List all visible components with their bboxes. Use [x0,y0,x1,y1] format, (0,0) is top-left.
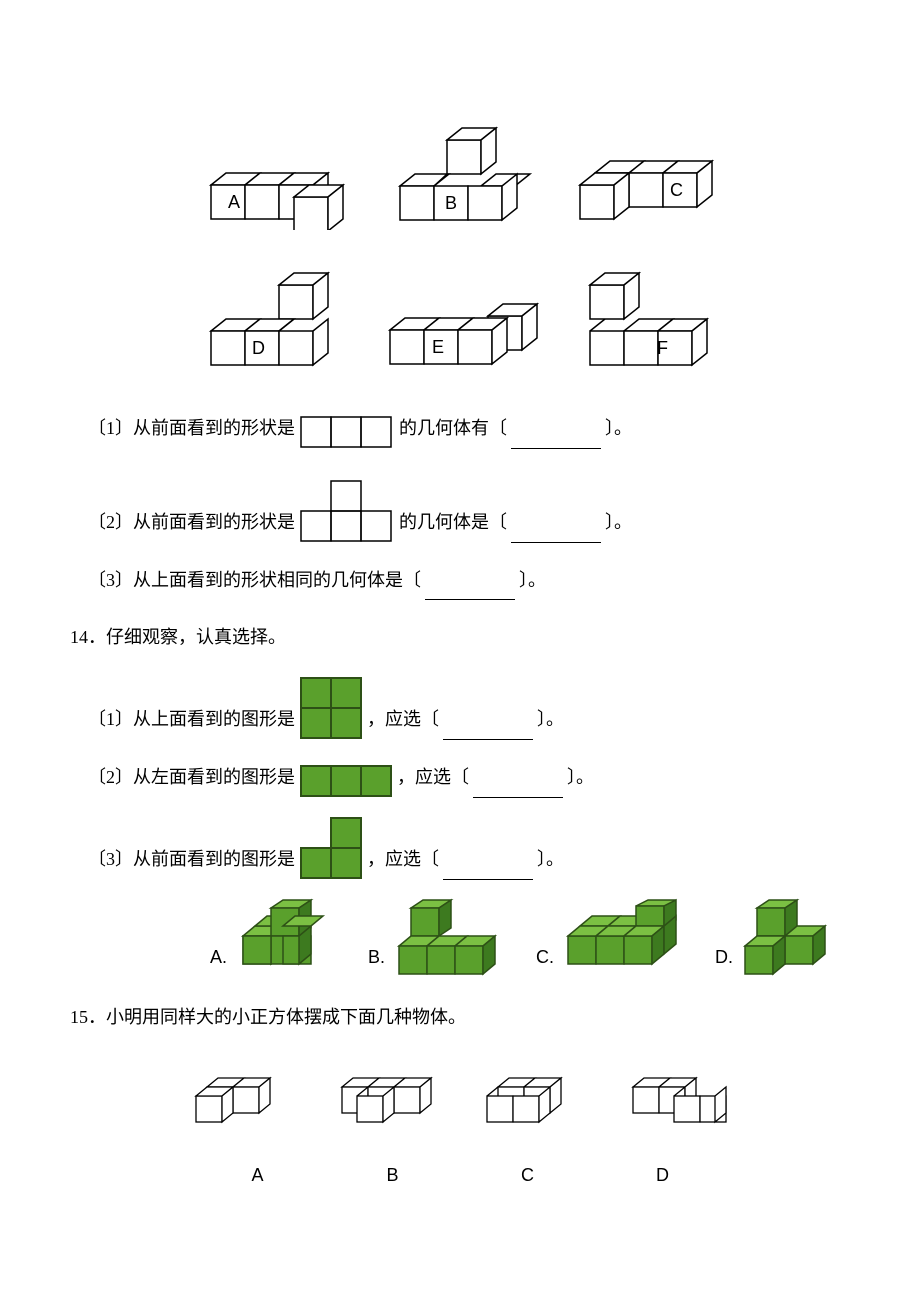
q15-B [330,1067,440,1127]
q15-A [189,1067,289,1127]
label-B: B [445,193,457,213]
blank[interactable] [473,777,563,798]
q13-2-postb: 〕。 [605,503,632,543]
blank[interactable] [443,859,533,880]
q14-3: 〔3〕从前面看到的图形是 ，应选〔 〕。 [88,816,850,880]
green-row3-icon [299,764,393,798]
q14-options: A. [210,898,850,978]
fig-C: C [570,145,725,245]
q15-figs [70,1067,850,1142]
fig-A: A [196,145,351,245]
q14-2-pre: 〔2〕从左面看到的图形是 [88,758,295,798]
q14-1: 〔1〕从上面看到的图形是 ，应选〔 〕。 [88,676,850,740]
q14-title: 仔细观察，认真选择。 [106,627,286,647]
figures-row-1: A B [70,120,850,245]
label-F: F [657,338,668,358]
q14-opt-B: B. [368,898,511,978]
opt-label-A: A. [210,938,227,978]
q13-2: 〔2〕从前面看到的形状是 的几何体是〔 〕。 [88,479,850,543]
fig-E: E [380,290,540,390]
q15-C [480,1067,580,1127]
q13-2-pre: 〔2〕从前面看到的形状是 [88,503,295,543]
green-2x2-icon [299,676,363,740]
shape-T-icon [299,479,395,543]
q15-label-A: A [192,1156,322,1196]
q13-1-postb: 〕。 [605,409,632,449]
fig-F: F [575,265,725,390]
shape-row3-icon [299,415,395,449]
q13-3-post: 〕。 [519,561,546,601]
q14-3-mid: ，应选〔 [367,840,439,880]
q13-1: 〔1〕从前面看到的形状是 的几何体有〔 〕。 [88,409,850,449]
q14-3-end: 〕。 [537,840,564,880]
q14: 14．仔细观察，认真选择。 [70,618,850,658]
label-D: D [252,338,265,358]
q15-label-D: D [598,1156,728,1196]
q14-1-end: 〕。 [537,700,564,740]
q15-label-B: B [327,1156,457,1196]
fig-D: D [196,265,346,390]
q14-2: 〔2〕从左面看到的图形是 ，应选〔 〕。 [88,758,850,798]
q13-3-pre: 〔3〕从上面看到的形状相同的几何体是〔 [88,561,421,601]
fig-B: B [385,120,535,245]
opt-label-B: B. [368,938,385,978]
blank[interactable] [425,580,515,601]
label-C: C [670,180,683,200]
q14-1-mid: ，应选〔 [367,700,439,740]
q14-opt-C: C. [536,898,690,978]
q13-2-posta: 的几何体是〔 [399,503,507,543]
q13-1-pre: 〔1〕从前面看到的形状是 [88,409,295,449]
opt-label-D: D. [715,938,733,978]
q14-1-pre: 〔1〕从上面看到的图形是 [88,700,295,740]
q13-3: 〔3〕从上面看到的形状相同的几何体是〔 〕。 [88,561,850,601]
label-E: E [432,337,444,357]
q13-1-posta: 的几何体有〔 [399,409,507,449]
q14-opt-A: A. [210,898,343,978]
q15-label-C: C [463,1156,593,1196]
blank[interactable] [443,719,533,740]
green-L-icon [299,816,363,880]
q14-opt-D: D. [715,898,849,978]
q15: 15．小明用同样大的小正方体摆成下面几种物体。 [70,998,850,1038]
q14-2-mid: ，应选〔 [397,758,469,798]
q15-title: 小明用同样大的小正方体摆成下面几种物体。 [106,1007,466,1027]
q15-D [621,1067,731,1127]
blank[interactable] [511,522,601,543]
q14-3-pre: 〔3〕从前面看到的图形是 [88,840,295,880]
q15-num: 15． [70,1007,106,1027]
opt-label-C: C. [536,938,554,978]
q14-2-end: 〕。 [567,758,594,798]
q14-num: 14． [70,627,106,647]
blank[interactable] [511,428,601,449]
q15-labels: A B C D [70,1156,850,1196]
label-A: A [228,192,240,212]
figures-row-2: D E [70,265,850,390]
